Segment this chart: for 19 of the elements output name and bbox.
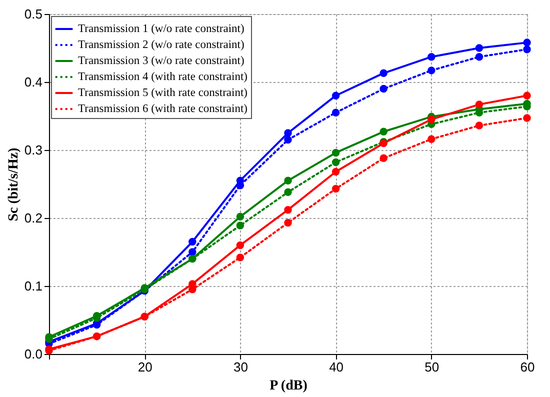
x-tick-label: 30 <box>233 360 248 374</box>
y-axis-title: Sc (bit/s/Hz) <box>6 147 22 222</box>
legend-label: Transmission 1 (w/o rate constraint) <box>78 23 244 35</box>
legend-label: Transmission 4 (with rate constraint) <box>78 71 248 83</box>
legend-label: Transmission 6 (with rate constraint) <box>78 103 248 115</box>
legend-label: Transmission 5 (with rate constraint) <box>78 87 248 99</box>
y-tick-label: 0.2 <box>24 210 42 226</box>
y-tick-label: 0.0 <box>24 346 42 362</box>
legend-label: Transmission 3 (w/o rate constraint) <box>78 55 244 67</box>
y-tick-label: 0.1 <box>24 278 42 294</box>
x-axis-title: P (dB) <box>270 378 308 394</box>
y-tick-label: 0.3 <box>24 142 42 158</box>
x-tick-label: 20 <box>138 360 152 374</box>
x-tick-label: 40 <box>329 360 344 374</box>
y-tick-label: 0.4 <box>24 74 42 90</box>
y-tick-label: 0.5 <box>24 6 42 22</box>
x-tick-label: 60 <box>520 360 535 374</box>
x-tick-label: 50 <box>424 360 440 374</box>
legend-label: Transmission 2 (w/o rate constraint) <box>78 39 244 51</box>
